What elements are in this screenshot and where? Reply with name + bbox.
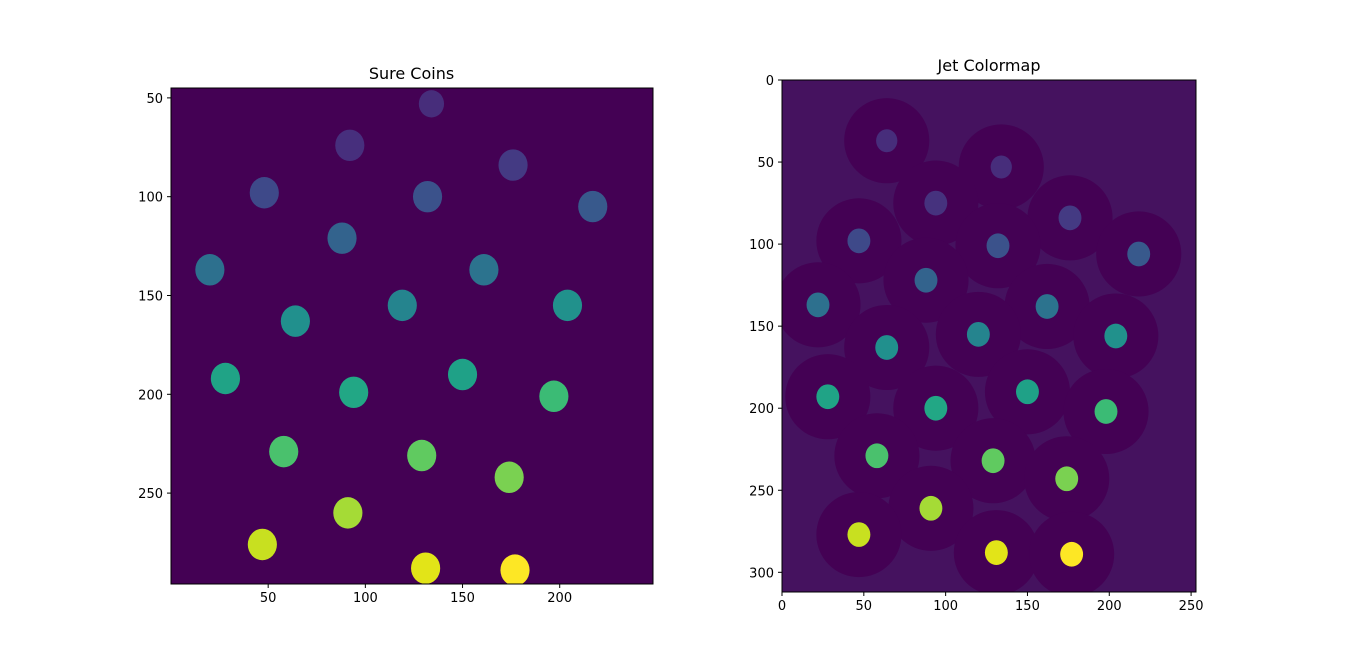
y-tick-label: 50	[757, 156, 774, 171]
coin-blob	[816, 384, 840, 410]
sure-coins-title: Sure Coins	[369, 64, 454, 83]
coin-blob	[806, 292, 830, 318]
coin-blob	[876, 129, 898, 153]
coin-blob	[498, 149, 528, 181]
coin-blob	[1035, 294, 1059, 319]
coin-blob	[269, 435, 299, 468]
coin-blob	[1104, 323, 1128, 349]
axes-frame	[781, 79, 1197, 593]
coin-blob	[966, 321, 990, 347]
y-tick-label: 250	[138, 487, 163, 502]
coin-blob	[333, 497, 363, 529]
sure-coins-panel: Sure Coins 50 100 150 200 50 100 150 200 250	[138, 64, 654, 606]
coin-blob	[412, 180, 443, 213]
coin-blob	[924, 395, 948, 421]
coin-blob	[249, 176, 279, 209]
coin-blob	[847, 228, 871, 254]
coin-blob	[865, 443, 889, 469]
coin-blob	[210, 362, 240, 395]
x-tick-label: 100	[933, 599, 958, 614]
coin-blob	[1094, 399, 1118, 424]
coin-blob	[552, 289, 583, 322]
coin-blob	[1058, 205, 1082, 231]
coin-blob	[919, 495, 943, 521]
coin-blob	[539, 380, 569, 413]
coin-blob	[247, 528, 277, 561]
coin-blob	[327, 222, 357, 254]
coin-blob	[990, 155, 1012, 179]
coin-blob	[1016, 379, 1039, 405]
y-tick-label: 200	[138, 388, 163, 403]
image-area	[782, 80, 1196, 592]
coin-blob	[387, 289, 417, 322]
coin-blob	[335, 129, 365, 162]
x-tick-label: 150	[1015, 599, 1040, 614]
y-tick-label: 150	[749, 320, 774, 335]
axes-frame	[170, 87, 654, 585]
y-tick-label: 0	[766, 74, 774, 89]
x-tick-label: 250	[1179, 599, 1204, 614]
y-tick-label: 250	[749, 484, 774, 499]
x-tick-label: 50	[260, 591, 277, 606]
coin-blob	[339, 376, 369, 409]
coin-blob	[447, 358, 478, 391]
coin-blob	[494, 461, 524, 494]
y-tick-label: 50	[146, 92, 163, 107]
image-area	[171, 88, 653, 584]
x-tick-label: 100	[353, 591, 378, 606]
coin-blob	[469, 254, 499, 286]
coin-blob	[1055, 466, 1079, 492]
coin-blob	[407, 439, 437, 472]
x-tick-label: 150	[450, 591, 475, 606]
coin-blob	[981, 448, 1005, 474]
x-tick-label: 200	[547, 591, 572, 606]
coin-blob	[1060, 541, 1084, 567]
y-tick-label: 200	[749, 402, 774, 417]
coin-blob	[986, 233, 1010, 259]
coin-blob	[500, 554, 530, 584]
coin-blob	[1127, 241, 1151, 267]
coin-blob	[984, 540, 1008, 565]
coin-blob	[418, 90, 445, 118]
coin-blob	[411, 552, 441, 584]
coin-blob	[195, 254, 225, 286]
coin-blob	[280, 305, 310, 337]
x-tick-label: 50	[856, 599, 873, 614]
x-tick-label: 0	[778, 599, 786, 614]
y-tick-label: 300	[749, 566, 774, 581]
jet-colormap-panel: Jet Colormap 0 50 100 150 200 250 0 50 100 150 200…	[749, 56, 1203, 614]
y-tick-label: 150	[138, 289, 163, 304]
coin-blob	[924, 190, 948, 216]
y-tick-label: 100	[138, 191, 163, 206]
coin-blob	[847, 522, 871, 547]
coin-blob	[875, 335, 899, 360]
image-background	[171, 88, 653, 584]
coin-blob	[578, 190, 608, 223]
y-tick-label: 100	[749, 238, 774, 253]
coin-blob	[914, 267, 938, 293]
jet-colormap-title: Jet Colormap	[937, 56, 1041, 75]
x-tick-label: 200	[1097, 599, 1122, 614]
